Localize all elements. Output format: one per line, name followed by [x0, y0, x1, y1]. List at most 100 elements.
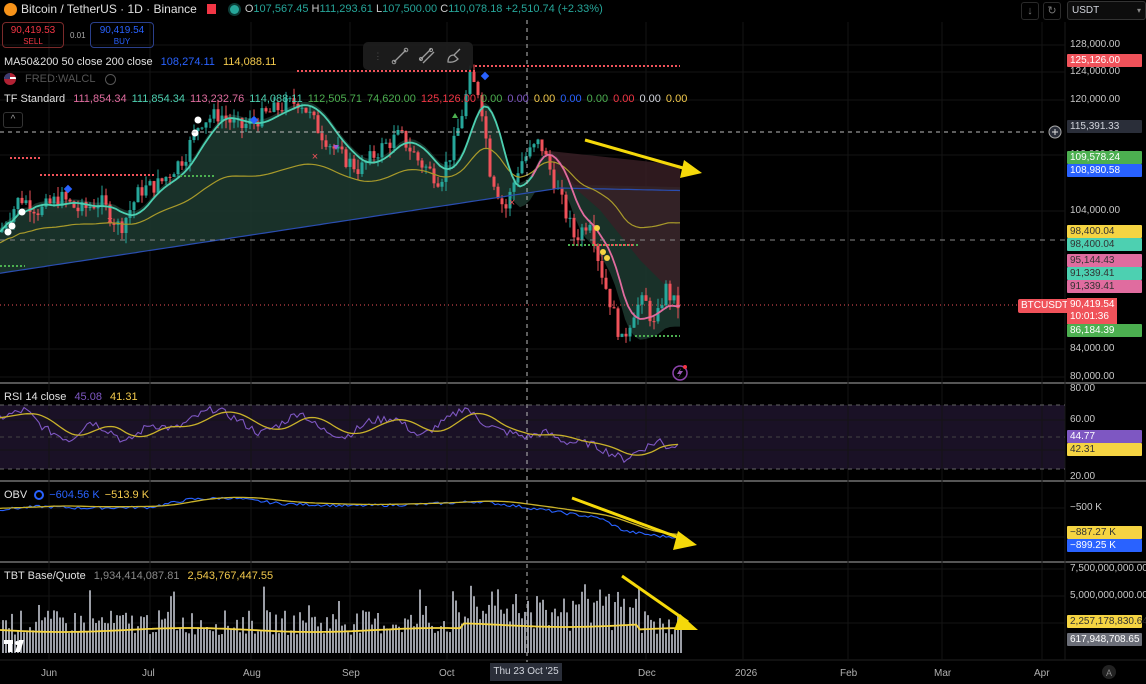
- price-tick-label: 120,000.00: [1070, 94, 1121, 105]
- candle: [472, 71, 476, 82]
- drawing-toolbar[interactable]: ⋮: [363, 42, 473, 70]
- candle: [584, 227, 588, 231]
- candle: [28, 200, 32, 212]
- tradingview-logo-icon[interactable]: [4, 640, 24, 652]
- candle: [664, 283, 668, 306]
- candle: [88, 206, 92, 208]
- collapse-legend-button[interactable]: ^: [3, 112, 23, 128]
- candle: [136, 187, 140, 203]
- candle: [396, 130, 400, 135]
- volume-bar: [296, 634, 298, 653]
- tf-legend-value: 0.00: [586, 93, 609, 105]
- candle: [204, 122, 208, 128]
- volume-bar: [539, 602, 541, 653]
- volume-bar: [422, 614, 424, 653]
- grid-lines: [0, 22, 1065, 660]
- candle: [308, 111, 312, 113]
- candle: [644, 295, 648, 301]
- sell-button[interactable]: 90,419.53 SELL: [2, 22, 64, 48]
- legend-rsi[interactable]: RSI 14 close 45.08 41.31: [4, 391, 138, 403]
- candle: [108, 204, 112, 223]
- volume-bar: [2, 620, 4, 653]
- symbol-title[interactable]: Bitcoin / TetherUS · 1D · Binance: [21, 2, 197, 16]
- volume-bar: [143, 617, 145, 653]
- volume-bar: [197, 627, 199, 653]
- market-status-icon[interactable]: [229, 4, 239, 14]
- currency-select[interactable]: USDT ▾: [1067, 1, 1146, 20]
- volume-bar: [416, 623, 418, 653]
- legend-obv[interactable]: OBV −604.56 K −513.9 K: [4, 489, 150, 501]
- candle: [416, 152, 420, 161]
- download-button[interactable]: ↓: [1021, 2, 1039, 20]
- legend-tbt[interactable]: TBT Base/Quote 1,934,414,087.81 2,543,76…: [4, 570, 274, 582]
- volume-bar: [311, 617, 313, 653]
- candle: [632, 317, 636, 328]
- candle: [524, 156, 528, 162]
- price-level-tag: 91,339.41: [1067, 267, 1142, 280]
- volume-bar: [383, 625, 385, 653]
- candle: [500, 198, 504, 205]
- volume-bar: [398, 626, 400, 653]
- candle: [312, 111, 316, 116]
- volume-bar: [26, 632, 28, 653]
- rsi-pane[interactable]: [0, 405, 679, 464]
- volume-bar: [260, 630, 262, 653]
- volume-bar: [407, 619, 409, 653]
- volume-bar: [563, 598, 565, 653]
- volume-bar: [404, 618, 406, 653]
- parallel-channel-tool-icon[interactable]: [418, 47, 436, 65]
- volume-bar: [308, 605, 310, 653]
- volume-bar: [113, 623, 115, 653]
- buy-button[interactable]: 90,419.54 BUY: [90, 22, 154, 48]
- price-pane[interactable]: × × ×: [0, 64, 1065, 343]
- volume-bar: [77, 632, 79, 653]
- legend-ma[interactable]: MA50&200 50 close 200 close 108,274.11 1…: [4, 56, 277, 68]
- volume-bar: [140, 616, 142, 653]
- trend-arrow-price[interactable]: [584, 138, 702, 178]
- tbt-pane[interactable]: [0, 584, 682, 653]
- volume-bar: [659, 618, 661, 653]
- candle: [420, 160, 424, 168]
- obv-value-tag: −887.27 K: [1067, 526, 1142, 539]
- volume-bar: [110, 610, 112, 653]
- volume-bar: [371, 624, 373, 653]
- time-tick-label: 2026: [735, 668, 758, 679]
- add-alert-plus-icon[interactable]: [1048, 125, 1062, 139]
- candle: [16, 197, 20, 210]
- volume-bar: [182, 617, 184, 653]
- candle: [196, 128, 200, 132]
- trend-arrow-obv[interactable]: [571, 496, 697, 550]
- candle: [344, 149, 348, 167]
- candle: [148, 181, 152, 186]
- candle: [552, 169, 556, 189]
- obv-pane[interactable]: [0, 496, 679, 539]
- tf-legend-value: 0.00: [560, 93, 582, 105]
- volume-bar: [488, 604, 490, 653]
- refresh-button[interactable]: ↻: [1043, 2, 1061, 20]
- trend-line-tool-icon[interactable]: [391, 47, 409, 65]
- brush-tool-icon[interactable]: [445, 47, 463, 65]
- bitcoin-logo-icon[interactable]: [4, 2, 17, 16]
- trend-arrow-volume[interactable]: [621, 574, 698, 630]
- volume-bar: [551, 612, 553, 653]
- candle: [352, 158, 356, 170]
- signal-diamond-blue: [480, 71, 490, 81]
- flag-icon[interactable]: [206, 4, 216, 14]
- volume-bar: [419, 589, 421, 653]
- lightning-alert-icon[interactable]: [672, 365, 688, 381]
- drag-handle-icon[interactable]: ⋮: [373, 50, 383, 61]
- auto-scale-button[interactable]: A: [1102, 665, 1116, 679]
- hidden-eye-icon[interactable]: [104, 73, 116, 85]
- legend-fred[interactable]: FRED:WALCL: [4, 73, 121, 85]
- candle: [488, 138, 492, 177]
- legend-tf-standard[interactable]: TF Standard 111,854.34 111,854.34 113,232.…: [4, 93, 688, 105]
- volume-bar: [644, 611, 646, 653]
- time-tick-label: Aug: [243, 668, 261, 679]
- candle: [40, 206, 44, 215]
- candle: [568, 217, 572, 219]
- volume-bar: [320, 622, 322, 653]
- volume-bar: [374, 618, 376, 653]
- volume-value-tag: 2,257,178,830.64: [1067, 615, 1146, 628]
